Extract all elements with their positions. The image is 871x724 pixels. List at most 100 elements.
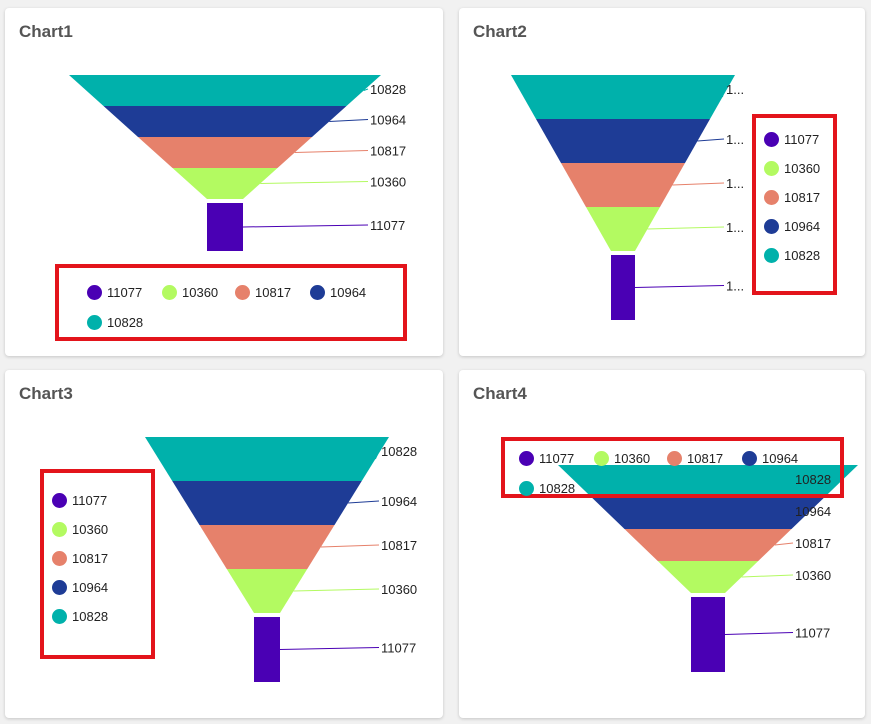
funnel-segment-10828[interactable] xyxy=(69,75,381,106)
legend-marker xyxy=(519,451,534,466)
connector-line xyxy=(320,544,380,548)
funnel-chart-4: 10828 10964 10817 10360 11077 xyxy=(558,465,858,672)
legend-marker xyxy=(742,451,757,466)
funnel-segment-10360[interactable] xyxy=(226,569,308,613)
data-label: 11077 xyxy=(795,626,830,641)
legend-item-10817[interactable]: 10817 xyxy=(52,551,108,566)
legend-marker xyxy=(235,285,250,300)
legend-label: 10828 xyxy=(539,481,576,496)
legend-item-10828[interactable]: 10828 xyxy=(764,248,820,263)
chart-card-4: Chart4 10828 10964 10817 10360 11077 11077 10… xyxy=(459,370,865,718)
legend-marker xyxy=(52,609,67,624)
funnel-segment-10360[interactable] xyxy=(657,561,759,593)
funnel-segment-10817[interactable] xyxy=(199,525,335,569)
connector-line xyxy=(741,574,794,578)
funnel-segment-10828[interactable] xyxy=(511,75,735,119)
connector-line xyxy=(363,88,369,91)
legend-label: 11077 xyxy=(72,493,108,508)
legend-item-10360[interactable]: 10360 xyxy=(52,522,108,537)
chart-card-1: Chart1 10828 10964 10817 10360 11077 11077 10… xyxy=(5,8,443,356)
legend-item-10360[interactable]: 10360 xyxy=(764,161,820,176)
funnel-segment-10817[interactable] xyxy=(624,529,792,561)
legend-label: 10828 xyxy=(784,248,821,263)
legend-item-10828[interactable]: 10828 xyxy=(52,609,108,624)
funnel-chart-3: 10828 10964 10817 10360 11077 xyxy=(145,437,417,682)
funnel-segment-11077[interactable] xyxy=(254,617,280,682)
funnel-segment-10360[interactable] xyxy=(172,168,278,199)
legend-label: 10817 xyxy=(255,285,292,300)
legend-label: 10964 xyxy=(784,219,821,234)
connector-line xyxy=(634,285,725,288)
legend-marker xyxy=(594,451,609,466)
legend-marker xyxy=(52,522,67,537)
funnel-segment-10964[interactable] xyxy=(536,119,710,163)
legend-label: 11077 xyxy=(784,132,820,147)
legend-label: 11077 xyxy=(107,285,143,300)
legend-label: 10964 xyxy=(330,285,367,300)
legend-marker xyxy=(764,132,779,147)
connector-line xyxy=(697,138,725,142)
chart-card-2: Chart2 1... 1... 1... 1... 1... 11077 10360 10… xyxy=(459,8,865,356)
legend-item-10964[interactable]: 10964 xyxy=(742,451,798,466)
funnel-segment-11077[interactable] xyxy=(611,255,635,320)
legend-label: 10360 xyxy=(72,522,109,537)
chart-title: Chart2 xyxy=(473,22,527,41)
legend-item-10360[interactable]: 10360 xyxy=(162,285,218,300)
connector-line xyxy=(260,181,369,184)
legend-label: 10817 xyxy=(784,190,821,205)
legend-item-11077[interactable]: 11077 xyxy=(52,493,107,508)
legend-label: 10360 xyxy=(182,285,219,300)
data-label: 10964 xyxy=(370,113,406,128)
legend-item-10817[interactable]: 10817 xyxy=(667,451,723,466)
connector-line xyxy=(294,150,369,153)
legend-marker xyxy=(764,190,779,205)
legend-item-11077[interactable]: 11077 xyxy=(764,132,819,147)
connector-line xyxy=(792,510,809,514)
data-label: 10964 xyxy=(795,504,831,519)
legend-marker xyxy=(764,161,779,176)
funnel-segment-10817[interactable] xyxy=(138,137,312,168)
funnel-segment-10817[interactable] xyxy=(561,163,685,207)
funnel-chart-2: 1... 1... 1... 1... 1... xyxy=(511,75,744,320)
data-label: 10964 xyxy=(381,494,417,509)
legend-label: 10964 xyxy=(762,451,799,466)
legend-item-10964[interactable]: 10964 xyxy=(310,285,366,300)
data-label: 10828 xyxy=(370,82,406,97)
data-label: 11077 xyxy=(381,641,416,656)
chart-legend-1: 11077 10360 10817 10964 10828 xyxy=(55,264,407,341)
chart-legend-2: 11077 10360 10817 10964 10828 xyxy=(752,114,837,295)
funnel-segment-11077[interactable] xyxy=(691,597,725,672)
connector-line xyxy=(724,632,794,635)
legend-marker xyxy=(519,481,534,496)
connector-line xyxy=(348,500,380,504)
funnel-segment-11077[interactable] xyxy=(207,203,243,251)
funnel-segment-10828[interactable] xyxy=(558,465,858,497)
legend-item-10817[interactable]: 10817 xyxy=(235,285,291,300)
legend-item-10964[interactable]: 10964 xyxy=(764,219,820,234)
legend-marker xyxy=(310,285,325,300)
legend-label: 10964 xyxy=(72,580,109,595)
legend-marker xyxy=(87,315,102,330)
data-label: 10817 xyxy=(795,536,831,551)
legend-item-10817[interactable]: 10817 xyxy=(764,190,820,205)
funnel-segment-10828[interactable] xyxy=(145,437,389,481)
legend-item-11077[interactable]: 11077 xyxy=(519,451,574,466)
legend-item-10360[interactable]: 10360 xyxy=(594,451,650,466)
funnel-segment-10360[interactable] xyxy=(586,207,660,251)
data-label: 10360 xyxy=(795,568,831,583)
connector-line xyxy=(672,182,725,186)
funnel-segment-10964[interactable] xyxy=(172,481,362,525)
legend-item-10828[interactable]: 10828 xyxy=(87,315,143,330)
legend-marker xyxy=(764,219,779,234)
funnel-segment-10964[interactable] xyxy=(103,106,347,137)
legend-marker xyxy=(162,285,177,300)
data-label: 10828 xyxy=(381,444,417,459)
legend-item-10964[interactable]: 10964 xyxy=(52,580,108,595)
funnel-segment-10964[interactable] xyxy=(591,497,825,529)
connector-line xyxy=(242,224,369,228)
chart-title: Chart1 xyxy=(19,22,73,41)
legend-item-10828[interactable]: 10828 xyxy=(519,481,575,496)
legend-item-11077[interactable]: 11077 xyxy=(87,285,142,300)
data-label: 10360 xyxy=(370,175,406,190)
connector-line xyxy=(792,478,842,482)
